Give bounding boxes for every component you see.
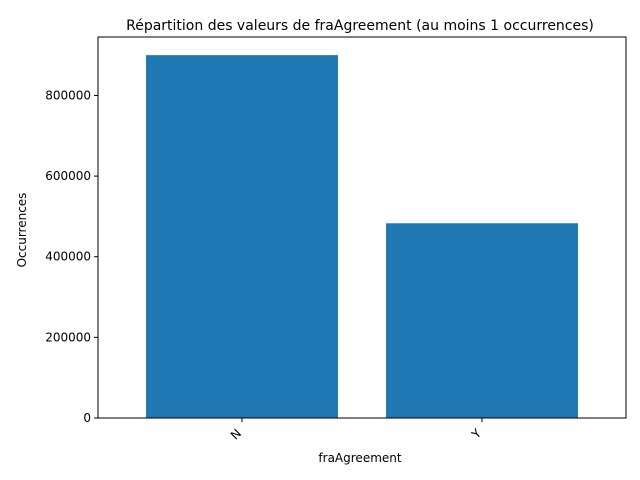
chart-title: Répartition des valeurs de fraAgreement … [126, 18, 594, 34]
axes-frame [97, 36, 627, 419]
y-tick-label: 400000 [45, 250, 91, 264]
plot-area: 0 200000 400000 600000 800000 N Y [45, 36, 627, 442]
y-axis-label: Occurrences [15, 193, 29, 268]
y-tick-label: 600000 [45, 169, 91, 183]
bar-y [386, 223, 578, 418]
bar-n [146, 55, 338, 419]
x-tick-label: N [228, 426, 244, 442]
x-tick-label: Y [468, 426, 484, 442]
y-tick-label: 0 [83, 411, 91, 425]
y-tick-label: 800000 [45, 88, 91, 102]
x-axis-label: fraAgreement [318, 451, 401, 465]
y-tick-label: 200000 [45, 330, 91, 344]
